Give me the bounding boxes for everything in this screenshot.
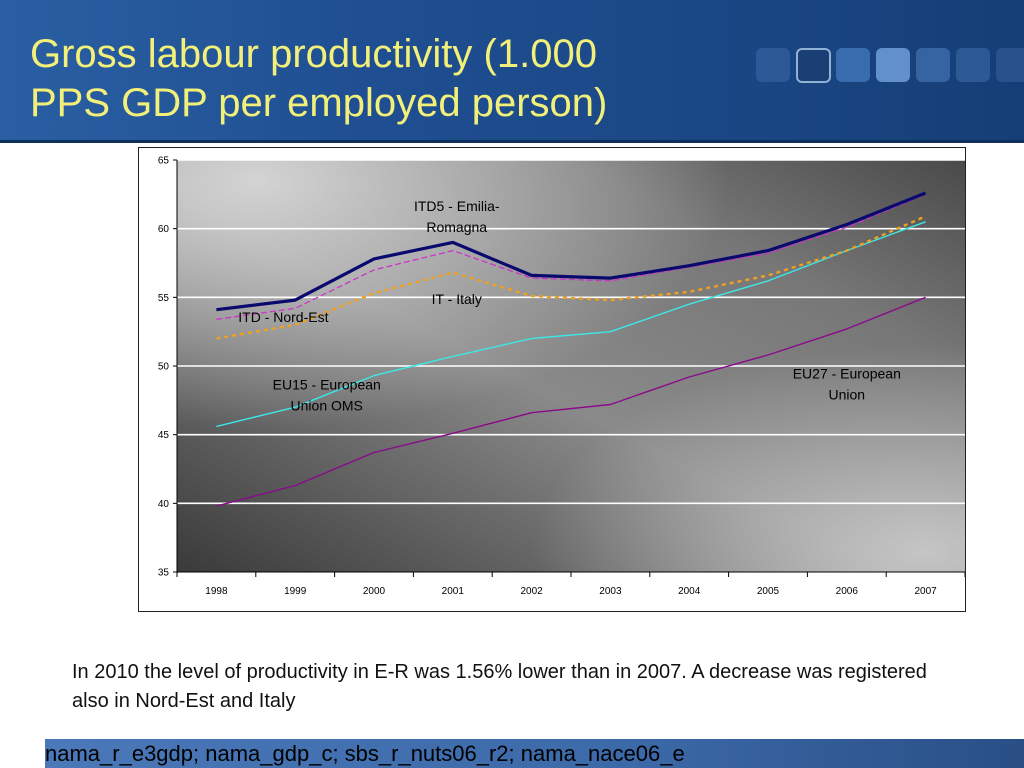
series-line-it-italy	[216, 215, 927, 340]
series-label-itd5: Romagna	[426, 219, 487, 235]
decorative-square	[796, 48, 831, 83]
decorative-square	[996, 48, 1024, 82]
series-label-eu27: Union	[829, 386, 866, 402]
y-tick-label: 65	[158, 156, 170, 167]
y-tick-label: 40	[158, 499, 170, 510]
x-tick-label: 2006	[836, 586, 859, 597]
x-tick-label: 2002	[520, 586, 543, 597]
x-tick-label: 1998	[205, 586, 228, 597]
slide-title: Gross labour productivity (1.000 PPS GDP…	[30, 30, 730, 128]
y-tick-label: 35	[158, 568, 170, 579]
series-label-itd-nord-est: ITD - Nord-Est	[238, 309, 328, 325]
series-label-eu15: Union OMS	[291, 397, 363, 413]
x-tick-label: 1999	[284, 586, 307, 597]
decorative-square	[916, 48, 950, 82]
series-line-itd-nord-est	[216, 193, 926, 320]
title-banner: Gross labour productivity (1.000 PPS GDP…	[0, 0, 1024, 143]
y-tick-label: 50	[158, 362, 170, 373]
x-tick-label: 2000	[363, 586, 386, 597]
series-label-eu15: EU15 - European	[273, 376, 381, 392]
x-tick-label: 2007	[914, 586, 937, 597]
series-label-it-italy: IT - Italy	[432, 291, 482, 307]
series-label-eu27: EU27 - European	[793, 365, 901, 381]
series-label-itd5: ITD5 - Emilia-	[414, 198, 500, 214]
x-tick-label: 2005	[757, 586, 780, 597]
caption-text: In 2010 the level of productivity in E-R…	[72, 661, 927, 712]
y-tick-label: 45	[158, 430, 170, 441]
decorative-square	[876, 48, 910, 82]
series-line-itd5-emilia-romagna	[216, 191, 927, 312]
slide-title-line-1: Gross labour productivity (1.000	[30, 32, 597, 76]
x-tick-label: 2003	[599, 586, 622, 597]
line-chart: 35 40 45 50 55 60 65 1998 1999 2000 2001 2002 2003 20…	[158, 156, 965, 597]
chart-frame: 35 40 45 50 55 60 65 1998 1999 2000 2001 2002 2003 20…	[138, 147, 966, 612]
y-tick-label: 55	[158, 293, 170, 304]
slide-title-line-2: PPS GDP per employed person)	[30, 81, 608, 125]
footer-sources: nama_r_e3gdp; nama_gdp_c; sbs_r_nuts06_r…	[45, 741, 685, 766]
decorative-square	[836, 48, 870, 82]
x-tick-label: 2001	[442, 586, 465, 597]
x-tick-label: 2004	[678, 586, 701, 597]
header-divider	[0, 140, 1024, 143]
series-line-eu27	[216, 296, 926, 507]
y-tick-label: 60	[158, 224, 170, 235]
decorative-square	[756, 48, 790, 82]
footer-bar: nama_r_e3gdp; nama_gdp_c; sbs_r_nuts06_r…	[45, 739, 1024, 768]
series-line-eu15	[216, 221, 926, 428]
decorative-square	[956, 48, 990, 82]
